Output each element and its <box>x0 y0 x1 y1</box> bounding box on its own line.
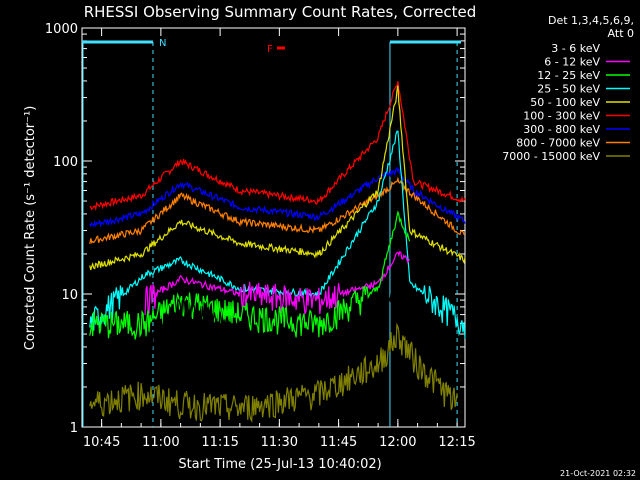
series-line <box>89 210 411 340</box>
x-tick-label: 10:45 <box>83 435 120 450</box>
y-tick-label: 10 <box>61 288 78 303</box>
legend-entry-label: 100 - 300 keV <box>523 110 600 123</box>
y-tick-label: 1 <box>70 421 78 436</box>
series-line <box>89 81 466 212</box>
y-tick-label: 100 <box>53 155 78 170</box>
x-tick-label: 11:00 <box>142 435 179 450</box>
legend-entry-label: 800 - 7000 keV <box>516 137 600 150</box>
y-tick-label: 1000 <box>45 22 78 37</box>
series-layer <box>89 81 466 423</box>
series-line <box>89 130 466 339</box>
legend-entry-label: 3 - 6 keV <box>551 42 600 55</box>
legend-entry-label: 25 - 50 keV <box>537 83 600 96</box>
legend-entry-label: 6 - 12 keV <box>544 56 600 69</box>
flag-markers: NF <box>82 38 461 427</box>
legend-entry-label: 12 - 25 keV <box>537 69 600 82</box>
series-line <box>89 166 466 228</box>
chart-title: RHESSI Observing Summary Count Rates, Co… <box>84 3 477 21</box>
night-bar-label: N <box>159 38 166 49</box>
legend-header-line-1: Det 1,3,4,5,6,9, <box>548 14 634 27</box>
legend-entry-label: 50 - 100 keV <box>530 96 600 109</box>
legend-entry-label: 300 - 800 keV <box>523 123 600 136</box>
series-line <box>89 85 466 271</box>
x-tick-label: 11:15 <box>201 435 238 450</box>
plot-frame <box>81 27 466 428</box>
x-tick-label: 12:00 <box>379 435 416 450</box>
legend-header-line-2: Att 0 <box>608 27 634 40</box>
x-tick-label: 11:30 <box>261 435 298 450</box>
y-axis-label: Corrected Count Rate (s⁻¹ detector⁻¹) <box>23 106 38 351</box>
axis-ticks: 10:45 11:00 11:15 11:30 11:45 12:00 12:15 1 10 10… <box>45 22 476 450</box>
flare-flag-label: F <box>267 44 273 55</box>
series-line <box>89 322 458 423</box>
legend-entry-label: 7000 - 15000 keV <box>502 150 600 163</box>
x-tick-label: 12:15 <box>438 435 475 450</box>
series-line <box>144 286 399 364</box>
x-axis-label: Start Time (25-Jul-13 10:40:02) <box>178 457 381 472</box>
series-line <box>144 250 411 316</box>
x-tick-label: 11:45 <box>320 435 357 450</box>
date-stamp: 21-Oct-2021 02:32 <box>560 469 636 478</box>
